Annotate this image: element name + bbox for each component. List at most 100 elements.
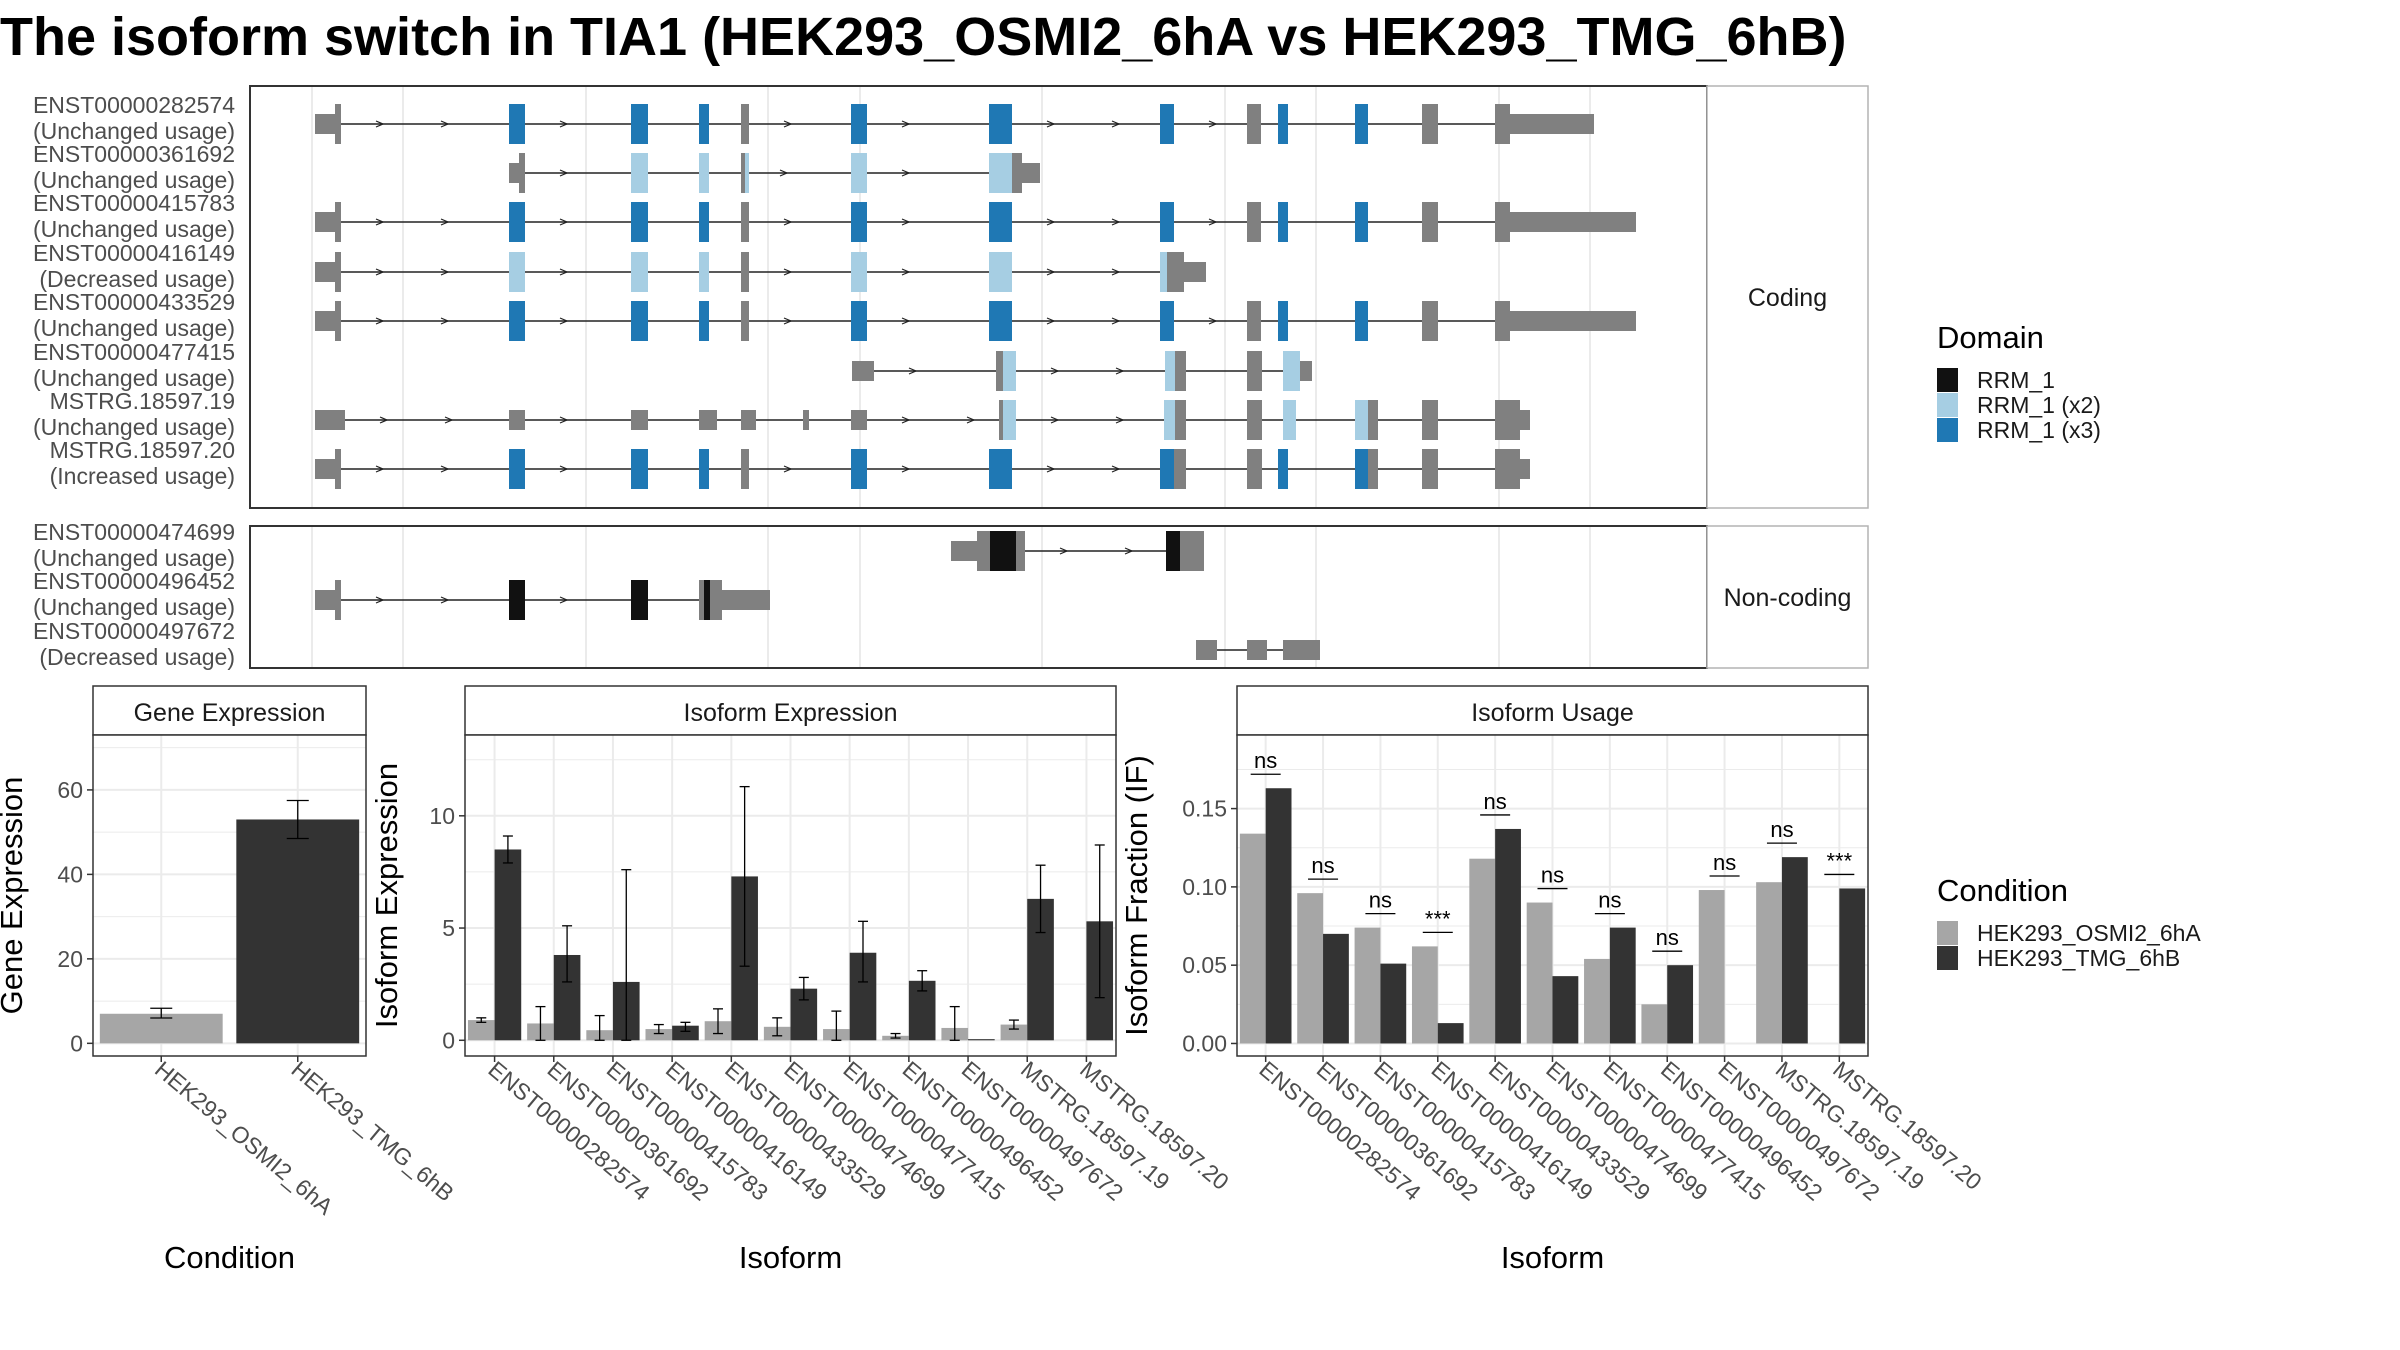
chart-strip (1236, 685, 1869, 736)
chart-strip-title: Isoform Expression (684, 699, 898, 727)
domain-exon (699, 301, 709, 341)
bar (494, 849, 522, 1041)
intron-arrow (901, 465, 911, 473)
intron-arrow (1046, 218, 1056, 226)
domain-exon (1355, 104, 1368, 144)
exon (741, 104, 749, 144)
exon (315, 590, 335, 610)
transcript-id-label: ENST00000282574 (33, 92, 235, 118)
chart-1: Isoform Expression0510ENST00000282574ENS… (369, 685, 1234, 1275)
intron-arrow (901, 416, 911, 424)
intron-arrow (1124, 547, 1134, 555)
domain-exon (1278, 104, 1288, 144)
intron-arrow (375, 268, 385, 276)
domain-exon (989, 202, 1012, 242)
exon (1174, 449, 1186, 489)
exon (710, 580, 722, 620)
exon (699, 580, 704, 620)
bar (1756, 882, 1782, 1044)
exon (1520, 410, 1530, 430)
domain-exon (851, 449, 867, 489)
bar (968, 1039, 995, 1041)
bar (672, 1025, 699, 1041)
exon (1368, 400, 1378, 440)
bar (1239, 833, 1266, 1044)
legend-label: RRM_1 (x3) (1977, 417, 2101, 443)
intron-arrow (779, 169, 789, 177)
domain-exon (699, 252, 709, 292)
intron-arrow (375, 596, 385, 604)
intron-arrow (1208, 218, 1218, 226)
intron-arrow (1111, 268, 1121, 276)
intron-arrow (375, 120, 385, 128)
domain-exon (1003, 351, 1016, 391)
transcript-model (315, 202, 1636, 242)
exon (335, 202, 341, 242)
transcript-id-label: MSTRG.18597.20 (50, 437, 235, 463)
bar (1667, 965, 1694, 1044)
exon (1495, 104, 1510, 144)
exon (1196, 640, 1217, 660)
bar (1839, 888, 1866, 1044)
significance-label: ns (1369, 888, 1392, 913)
exon (1422, 104, 1438, 144)
intron-arrow (783, 465, 793, 473)
exon (1520, 459, 1530, 479)
intron-arrow (783, 317, 793, 325)
domain-exon (1160, 252, 1167, 292)
panel-strip-label: Non-coding (1724, 584, 1852, 612)
y-tick-label: 5 (442, 915, 455, 941)
intron-arrow (901, 268, 911, 276)
transcript-usage-label: (Unchanged usage) (33, 167, 235, 193)
intron-arrow (440, 120, 450, 128)
domain-exon (1355, 449, 1368, 489)
transcript-model (1196, 640, 1320, 660)
intron-arrow (1046, 465, 1056, 473)
legend-swatch (1937, 946, 1958, 970)
exon (1167, 252, 1178, 292)
domain-exon (1165, 351, 1175, 391)
bar (1469, 858, 1496, 1044)
domain-exon (851, 301, 867, 341)
exon (1180, 531, 1204, 571)
transcript-usage-label: (Unchanged usage) (33, 118, 235, 144)
transcript-model (315, 449, 1530, 489)
intron-arrow (559, 416, 569, 424)
exon (741, 252, 749, 292)
exon (977, 531, 990, 571)
exon (315, 114, 335, 134)
bar (1000, 1024, 1028, 1041)
transcript-model (315, 252, 1206, 292)
intron-arrow (375, 465, 385, 473)
transcript-usage-label: (Increased usage) (50, 463, 235, 489)
exon (519, 153, 525, 193)
bar (1411, 946, 1438, 1044)
transcript-model (315, 400, 1530, 440)
intron-arrow (1046, 268, 1056, 276)
legend-label: HEK293_OSMI2_6hA (1977, 920, 2201, 946)
domain-exon (851, 202, 867, 242)
domain-exon (1283, 400, 1296, 440)
domain-exon (631, 104, 648, 144)
bar (1297, 893, 1324, 1044)
intron-arrow (1208, 120, 1218, 128)
panel-strip (1706, 525, 1869, 669)
intron-arrow (440, 218, 450, 226)
exon (1022, 163, 1040, 183)
bar (645, 1029, 673, 1041)
figure-title: The isoform switch in TIA1 (HEK293_OSMI2… (0, 7, 1847, 67)
exon (1495, 301, 1510, 341)
exon (741, 449, 749, 489)
intron-arrow (783, 268, 793, 276)
y-tick-label: 0.10 (1182, 874, 1227, 900)
bar (1609, 927, 1636, 1044)
intron-arrow (1050, 416, 1060, 424)
y-tick-label: 40 (57, 861, 83, 887)
plot-border (92, 734, 367, 1057)
legend-swatch (1937, 368, 1958, 392)
transcript-usage-label: (Unchanged usage) (33, 365, 235, 391)
bar (236, 819, 360, 1044)
domain-exon (851, 153, 858, 193)
